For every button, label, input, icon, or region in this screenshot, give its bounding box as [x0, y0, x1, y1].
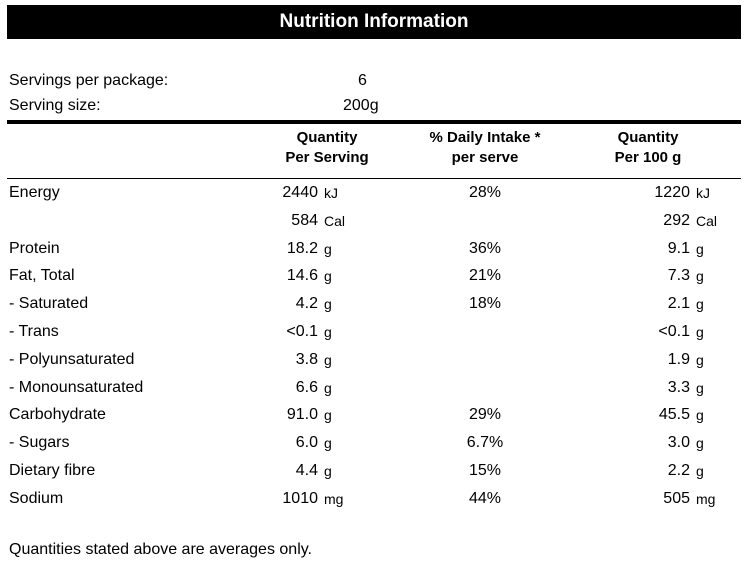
table-row: Energy 2440 kJ 28% 1220 kJ: [0, 184, 749, 212]
per-100g-unit: kJ: [696, 185, 710, 201]
nutrient-label: - Polyunsaturated: [9, 350, 135, 368]
nutrient-label: Sodium: [9, 489, 64, 507]
per-serving-value: 584: [291, 211, 318, 229]
per-100g-unit: g: [696, 296, 704, 313]
table-row: - Monounsaturated 6.6 g 3.3 g: [0, 379, 749, 407]
nutrient-label: - Sugars: [9, 434, 70, 452]
serving-size-value: 200g: [343, 97, 379, 114]
per-100g-value: 9.1: [667, 239, 690, 257]
per-serving-value: 4.2: [295, 295, 318, 313]
nutrient-label: Dietary fibre: [9, 462, 96, 479]
daily-intake-value: 28%: [468, 184, 502, 201]
table-row: Dietary fibre 4.4 g 15% 2.2 g: [0, 462, 749, 490]
per-serving-value: 91.0: [286, 406, 318, 424]
column-header-line: Quantity: [617, 129, 679, 146]
column-divider: [7, 178, 741, 179]
daily-intake-value: 21%: [468, 267, 502, 285]
table-row: - Sugars 6.0 g 6.7% 3.0 g: [0, 434, 749, 462]
footnote: Quantities stated above are averages onl…: [9, 541, 312, 558]
per-serving-unit: g: [324, 435, 332, 452]
per-serving-unit: kJ: [324, 185, 338, 201]
table-row: - Saturated 4.2 g 18% 2.1 g: [0, 295, 749, 323]
per-serving-unit: g: [324, 268, 332, 285]
table-row: Protein 18.2 g 36% 9.1 g: [0, 240, 749, 268]
daily-intake-value: 44%: [468, 489, 502, 507]
per-serving-value: 1010: [282, 489, 318, 507]
per-100g-value: 3.0: [667, 434, 690, 452]
per-serving-unit: g: [324, 463, 332, 479]
daily-intake-value: 15%: [468, 462, 502, 479]
table-row: - Trans <0.1 g <0.1 g: [0, 323, 749, 351]
per-100g-unit: g: [696, 240, 704, 257]
per-100g-value: 45.5: [658, 406, 690, 424]
table-row: Sodium 1010 mg 44% 505 mg: [0, 490, 749, 518]
per-100g-value: 2.1: [667, 295, 690, 313]
panel-title: Nutrition Information: [7, 5, 741, 39]
column-header-daily-intake: % Daily Intake * per serve: [410, 128, 560, 168]
per-serving-value: 3.8: [295, 350, 318, 368]
per-100g-value: 1220: [654, 184, 690, 201]
per-100g-value: 292: [663, 211, 690, 229]
per-serving-value: 2440: [282, 184, 318, 201]
per-serving-value: <0.1: [286, 323, 318, 340]
column-header-line: % Daily Intake *: [429, 129, 541, 146]
nutrient-label: Fat, Total: [9, 267, 75, 285]
per-serving-value: 14.6: [286, 267, 318, 285]
header-divider: [7, 120, 741, 124]
per-100g-unit: g: [696, 324, 704, 340]
per-serving-value: 6.6: [295, 378, 318, 396]
per-100g-unit: g: [696, 463, 704, 479]
per-100g-unit: g: [696, 435, 704, 452]
per-serving-unit: g: [324, 240, 332, 257]
per-serving-value: 4.4: [295, 462, 318, 479]
per-serving-unit: g: [324, 379, 332, 396]
serving-size-label: Serving size:: [9, 97, 101, 114]
per-100g-value: <0.1: [658, 323, 690, 340]
nutrient-label: Carbohydrate: [9, 406, 106, 424]
nutrient-label: - Saturated: [9, 295, 89, 313]
per-serving-unit: g: [324, 296, 332, 313]
per-100g-unit: g: [696, 351, 704, 368]
daily-intake-value: 29%: [468, 406, 502, 424]
table-row: 584 Cal 292 Cal: [0, 212, 749, 240]
per-100g-value: 2.2: [667, 462, 690, 479]
column-header-line: Per Serving: [285, 149, 369, 166]
per-100g-unit: Cal: [696, 212, 718, 229]
servings-per-package-value: 6: [358, 72, 367, 89]
per-serving-unit: g: [324, 324, 332, 340]
servings-per-package-label: Servings per package:: [9, 72, 169, 89]
column-header-line: per serve: [451, 149, 519, 166]
column-header-qty-serving: Quantity Per Serving: [262, 128, 392, 168]
column-header-line: Per 100 g: [614, 149, 682, 166]
per-100g-value: 1.9: [667, 350, 690, 368]
per-100g-unit: g: [696, 407, 704, 424]
per-100g-unit: g: [696, 268, 704, 285]
per-100g-unit: g: [696, 379, 704, 396]
per-100g-value: 3.3: [667, 378, 690, 396]
per-serving-unit: g: [324, 407, 332, 424]
daily-intake-value: 18%: [468, 295, 502, 313]
per-serving-unit: Cal: [324, 212, 346, 229]
per-100g-value: 505: [663, 489, 690, 507]
daily-intake-value: 6.7%: [466, 434, 504, 452]
daily-intake-value: 36%: [468, 239, 502, 257]
column-header-qty-100g: Quantity Per 100 g: [588, 128, 708, 168]
table-row: - Polyunsaturated 3.8 g 1.9 g: [0, 351, 749, 379]
per-serving-unit: g: [324, 351, 332, 368]
table-row: Carbohydrate 91.0 g 29% 45.5 g: [0, 406, 749, 434]
per-serving-unit: mg: [324, 490, 344, 507]
per-serving-value: 18.2: [286, 239, 318, 257]
nutrient-label: - Trans: [9, 323, 59, 340]
per-100g-value: 7.3: [667, 267, 690, 285]
column-header-line: Quantity: [296, 129, 358, 146]
nutrient-label: Protein: [9, 239, 60, 257]
table-row: Fat, Total 14.6 g 21% 7.3 g: [0, 267, 749, 295]
nutrient-label: - Monounsaturated: [9, 378, 144, 396]
per-100g-unit: mg: [696, 490, 716, 507]
per-serving-value: 6.0: [295, 434, 318, 452]
nutrient-label: Energy: [9, 184, 60, 201]
